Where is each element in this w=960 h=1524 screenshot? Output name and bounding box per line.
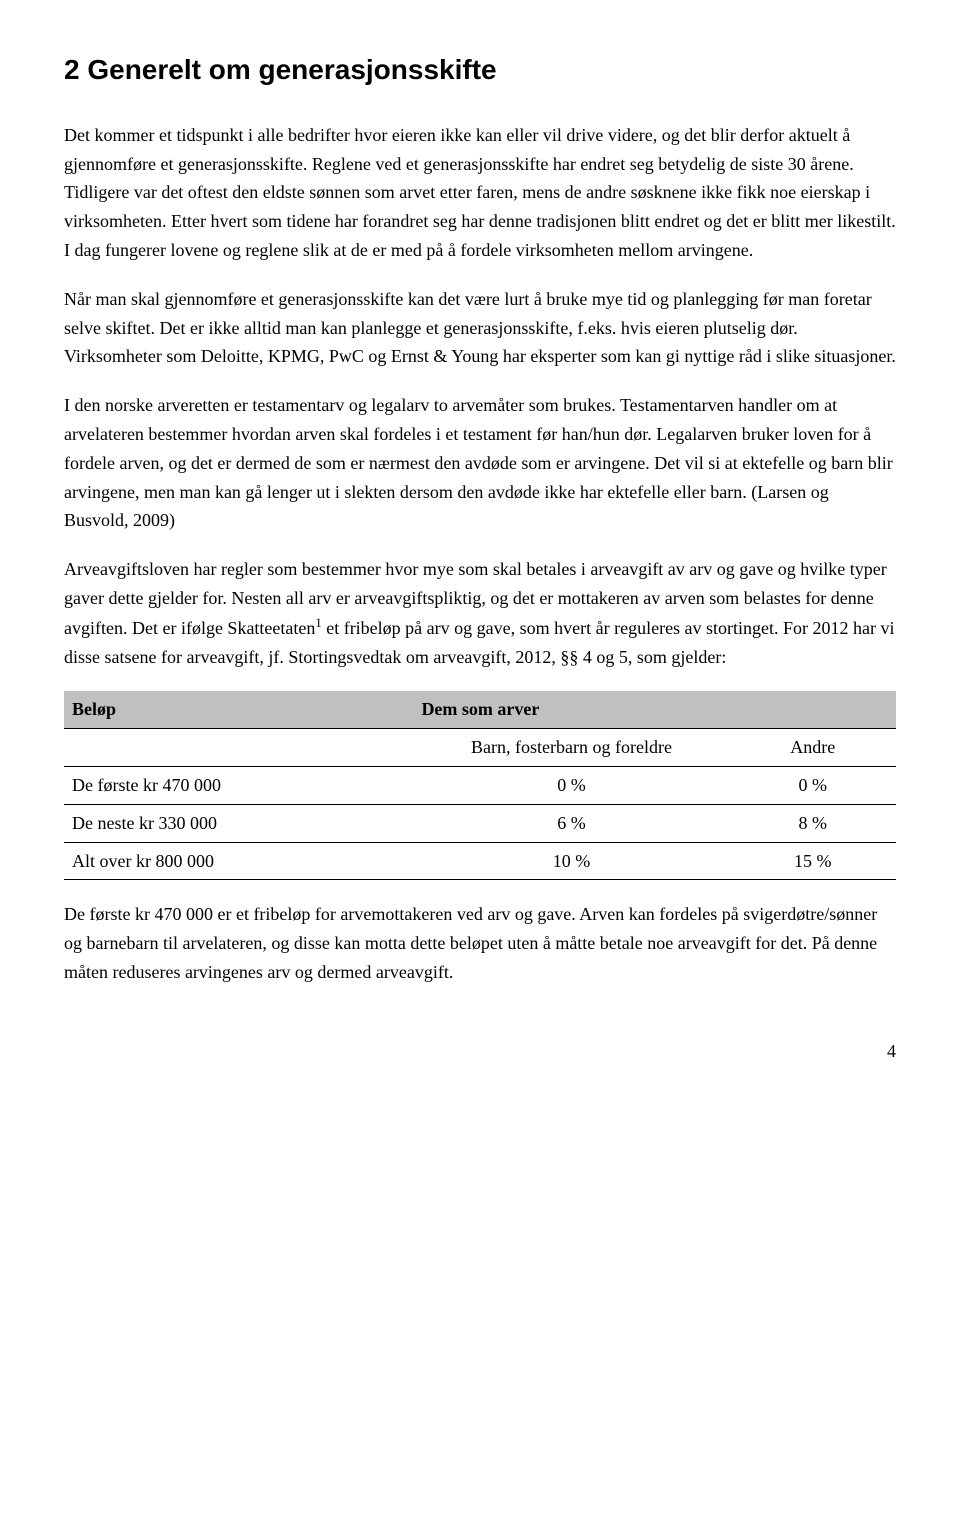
paragraph-5: De første kr 470 000 er et fribeløp for … xyxy=(64,900,896,986)
paragraph-3: I den norske arveretten er testamentarv … xyxy=(64,391,896,535)
table-cell-label: Alt over kr 800 000 xyxy=(64,842,413,880)
table-cell-label: De neste kr 330 000 xyxy=(64,804,413,842)
table-header-amount: Beløp xyxy=(64,691,413,728)
page-number: 4 xyxy=(64,1037,896,1066)
table-cell-value: 8 % xyxy=(730,804,896,842)
table-row: De neste kr 330 000 6 % 8 % xyxy=(64,804,896,842)
table-header-row: Beløp Dem som arver xyxy=(64,691,896,728)
paragraph-4: Arveavgiftsloven har regler som bestemme… xyxy=(64,555,896,671)
section-heading: 2 Generelt om generasjonsskifte xyxy=(64,48,896,93)
table-row: De første kr 470 000 0 % 0 % xyxy=(64,766,896,804)
paragraph-1: Det kommer et tidspunkt i alle bedrifter… xyxy=(64,121,896,265)
table-cell-value: 0 % xyxy=(413,766,729,804)
rates-table: Beløp Dem som arver Barn, fosterbarn og … xyxy=(64,691,896,880)
table-cell-value: 10 % xyxy=(413,842,729,880)
table-cell-label: De første kr 470 000 xyxy=(64,766,413,804)
table-cell-value: 6 % xyxy=(413,804,729,842)
table-subhead-children: Barn, fosterbarn og foreldre xyxy=(413,729,729,767)
table-subheader-row: Barn, fosterbarn og foreldre Andre xyxy=(64,729,896,767)
table-subhead-empty xyxy=(64,729,413,767)
table-header-inheritors: Dem som arver xyxy=(413,691,896,728)
table-row: Alt over kr 800 000 10 % 15 % xyxy=(64,842,896,880)
table-cell-value: 15 % xyxy=(730,842,896,880)
table-cell-value: 0 % xyxy=(730,766,896,804)
paragraph-2: Når man skal gjennomføre et generasjonss… xyxy=(64,285,896,371)
table-subhead-others: Andre xyxy=(730,729,896,767)
